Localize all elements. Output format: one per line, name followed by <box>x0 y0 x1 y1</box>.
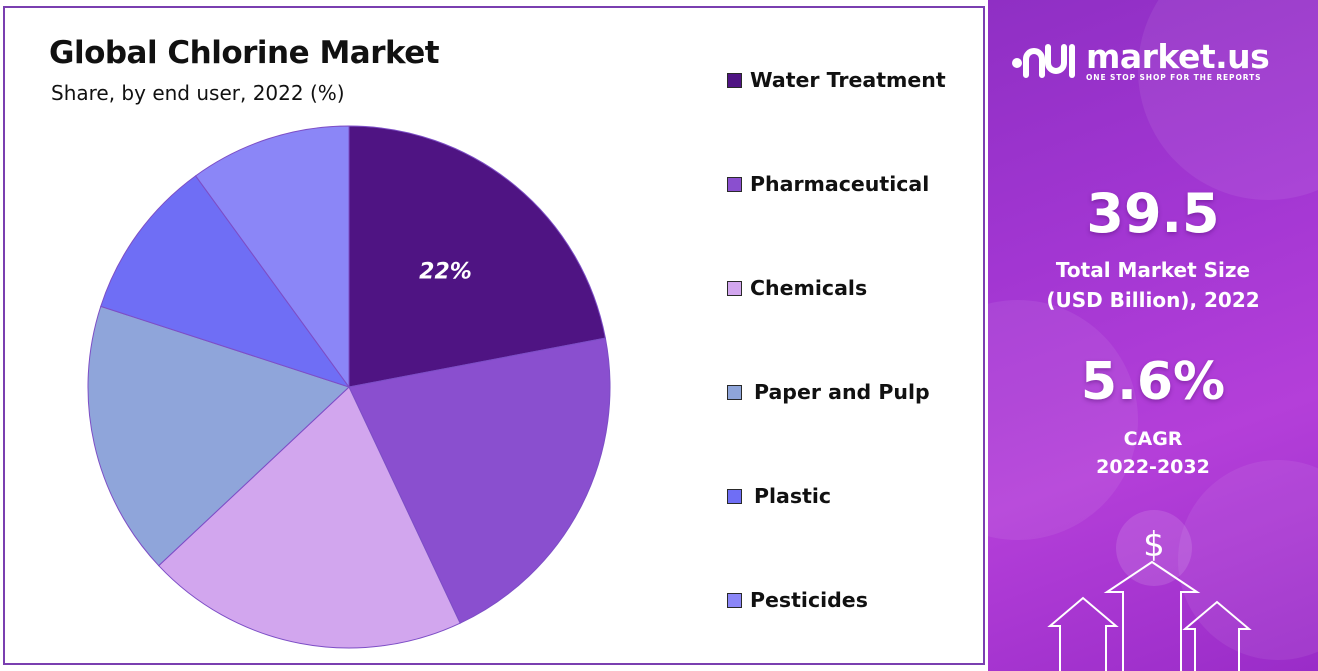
pie-slice-pesticides <box>194 125 350 389</box>
chart-title: Global Chlorine Market <box>49 35 440 71</box>
data-label-water-treatment: 22% <box>419 259 472 284</box>
legend-label: Pharmaceutical <box>750 172 930 196</box>
legend-label: Water Treatment <box>750 68 946 92</box>
legend-swatch <box>727 176 742 192</box>
cagr-label-line1: CAGR <box>1123 428 1183 450</box>
cagr-value: 5.6% <box>1080 352 1226 412</box>
legend-label: Plastic <box>754 484 832 508</box>
brand-name: market.us <box>1086 37 1270 76</box>
background-decoration <box>1138 0 1318 200</box>
legend-label: Chemicals <box>750 276 868 300</box>
legend-item-water-treatment: Water Treatment <box>727 67 946 93</box>
background-decoration <box>988 300 1138 540</box>
chart-panel: Global Chlorine Market Share, by end use… <box>3 6 985 665</box>
brand-tagline: ONE STOP SHOP FOR THE REPORTS <box>1086 73 1262 82</box>
summary-panel: market.us ONE STOP SHOP FOR THE REPORTS … <box>988 0 1318 671</box>
legend-label: Paper and Pulp <box>754 380 930 404</box>
dollar-sign-icon: $ <box>1143 525 1165 565</box>
market-size-value: 39.5 <box>1086 182 1220 245</box>
growth-arrows-icon: $ <box>1047 510 1252 671</box>
pie-chart: 22% <box>87 125 611 649</box>
legend-swatch <box>727 592 742 608</box>
market-size-label: Total Market Size (USD Billion), 2022 <box>988 255 1318 315</box>
pie-slice-paper-and-pulp <box>87 305 350 567</box>
legend-swatch <box>727 384 742 400</box>
chart-subtitle: Share, by end user, 2022 (%) <box>51 81 345 105</box>
market-us-logo-icon <box>1012 44 1075 78</box>
legend-swatch <box>727 280 742 296</box>
legend-swatch <box>727 488 742 504</box>
legend-item-pesticides: Pesticides <box>727 587 868 613</box>
cagr-label: CAGR 2022-2032 <box>988 425 1318 481</box>
legend-item-paper-and-pulp: Paper and Pulp <box>727 379 930 405</box>
legend-label: Pesticides <box>750 588 868 612</box>
pie-slice-pharmaceutical <box>348 337 611 624</box>
pie-slice-plastic <box>100 175 351 388</box>
legend-item-chemicals: Chemicals <box>727 275 867 301</box>
legend-item-pharmaceutical: Pharmaceutical <box>727 171 929 197</box>
brand-logo-row: market.us ONE STOP SHOP FOR THE REPORTS <box>1010 37 1270 82</box>
market-size-label-line1: Total Market Size <box>1055 258 1251 282</box>
pie-slice-water-treatment <box>348 125 606 388</box>
market-size-label-line2: (USD Billion), 2022 <box>1046 288 1260 312</box>
cagr-label-line2: 2022-2032 <box>1096 456 1210 478</box>
legend-item-plastic: Plastic <box>727 483 831 509</box>
pie-slice-chemicals <box>158 386 461 649</box>
legend-swatch <box>727 72 742 88</box>
